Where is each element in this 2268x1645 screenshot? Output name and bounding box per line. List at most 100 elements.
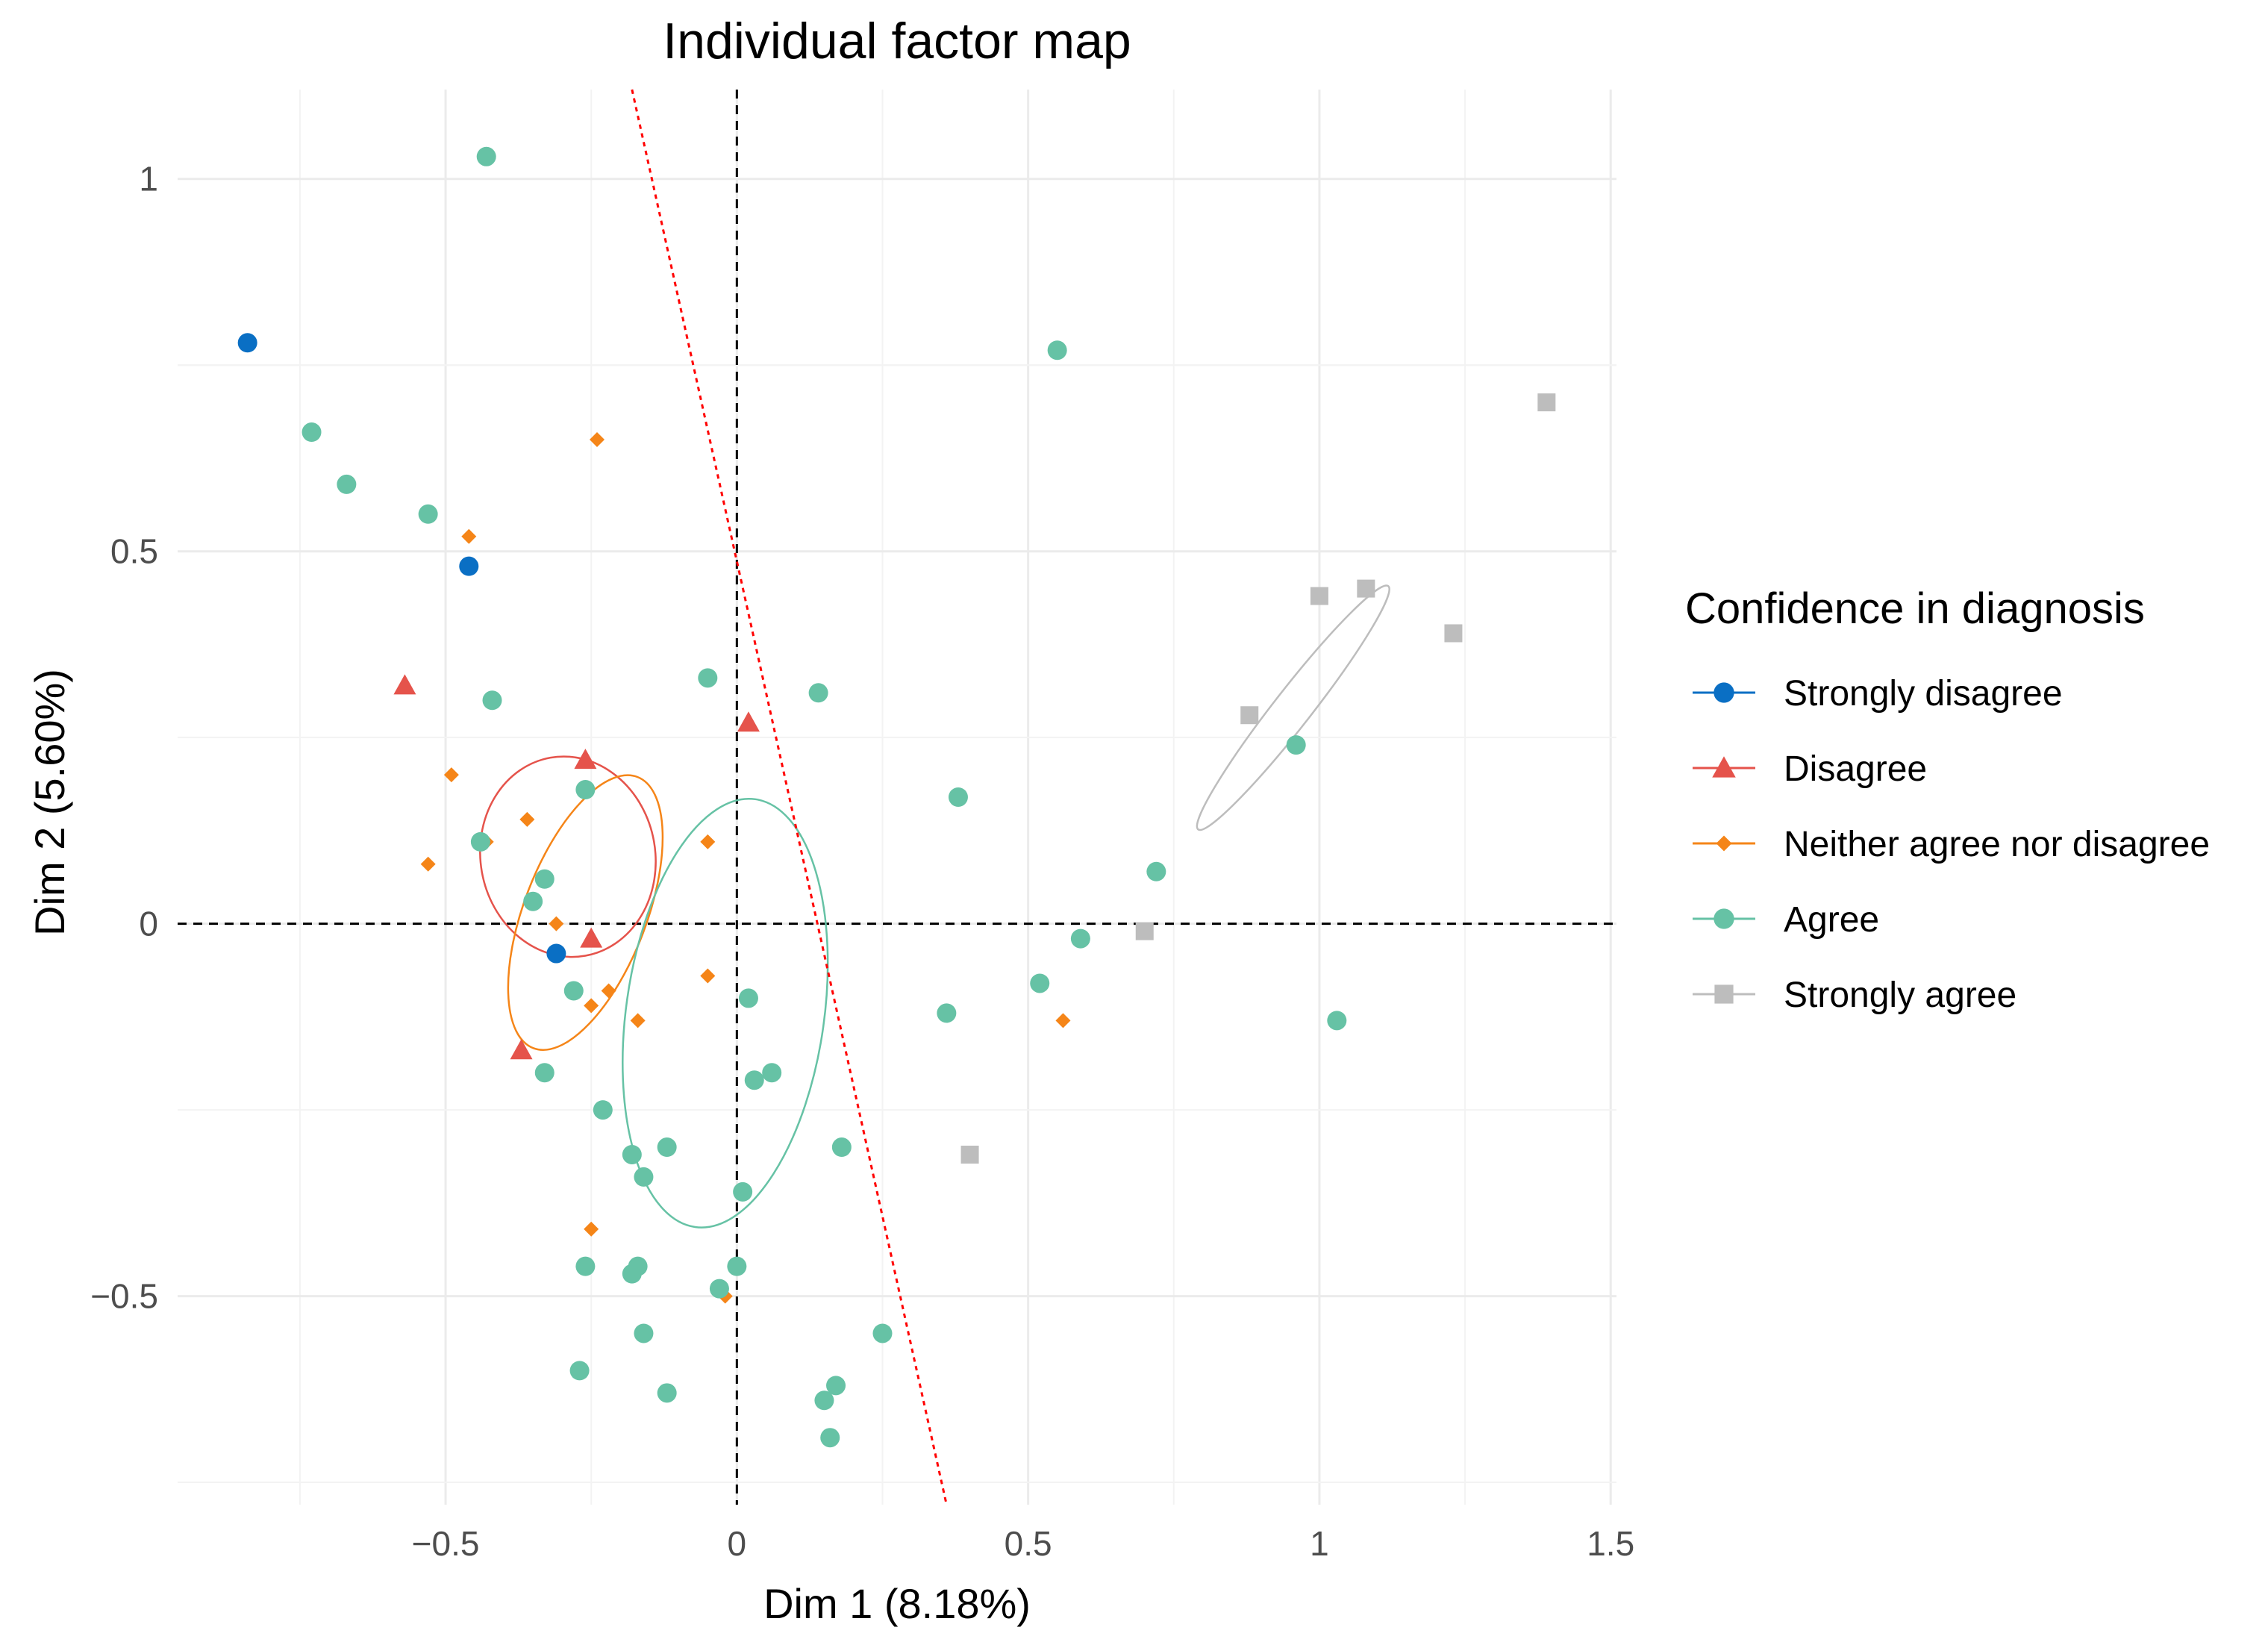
agree-point (569, 1361, 590, 1381)
strongly-agree-point (1135, 922, 1154, 940)
strongly-disagree-point (546, 943, 566, 964)
neither-agree-nor-disagree-ellipse (507, 774, 664, 1051)
legend: Confidence in diagnosis Strongly disagre… (1685, 584, 2210, 1015)
strongly-agree-point (1310, 587, 1328, 605)
agree-point (820, 1428, 840, 1448)
legend-key-marker (1714, 908, 1734, 929)
agree-point (1327, 1011, 1347, 1031)
x-axis-label: Dim 1 (8.18%) (763, 1580, 1031, 1627)
agree-point (534, 1063, 554, 1083)
x-tick-label: 1 (1310, 1524, 1329, 1563)
y-axis-label: Dim 2 (5.60%) (26, 669, 73, 936)
agree-point (727, 1256, 747, 1276)
red-separator-line (631, 89, 948, 1505)
neither-agree-nor-disagree-point (549, 916, 564, 931)
agree-point (657, 1383, 677, 1403)
legend-key-marker (1712, 756, 1736, 778)
x-tick-label: 0 (728, 1524, 747, 1563)
legend-title: Confidence in diagnosis (1685, 584, 2145, 633)
strongly-agree-point (960, 1145, 979, 1164)
disagree-point (574, 749, 597, 770)
neither-agree-nor-disagree-point (584, 1221, 599, 1237)
y-tick-label: 0 (139, 905, 158, 943)
grid (178, 90, 1616, 1505)
agree-point (948, 787, 968, 807)
agree-point (1070, 928, 1090, 949)
legend-key-marker (1714, 984, 1734, 1004)
neither-agree-nor-disagree-point (601, 983, 616, 999)
agree-point (744, 1070, 764, 1090)
agree-point (1146, 861, 1166, 881)
agree-point (937, 1003, 957, 1023)
agree-point (634, 1323, 654, 1343)
agree-point (709, 1279, 729, 1299)
neither-agree-nor-disagree-point (519, 811, 535, 827)
chart-title: Individual factor map (663, 13, 1131, 69)
agree-point (1030, 973, 1050, 993)
agree-point (523, 891, 543, 911)
legend-key-marker (1716, 835, 1732, 852)
legend-label: Disagree (1784, 749, 1927, 789)
legend-label: Strongly agree (1784, 976, 2016, 1015)
legend-item-strongly-agree: Strongly agree (1693, 976, 2016, 1015)
neither-agree-nor-disagree-point (630, 1013, 646, 1028)
agree-point (733, 1182, 753, 1202)
agree-point (593, 1100, 613, 1120)
x-tick-label: 1.5 (1587, 1524, 1634, 1563)
agree-point (575, 1256, 596, 1276)
agree-point (302, 422, 322, 443)
legend-item-agree: Agree (1693, 900, 1879, 940)
agree-point (476, 146, 496, 166)
disagree-point (393, 674, 416, 695)
agree-point (762, 1063, 782, 1083)
strongly-agree-point (1240, 706, 1259, 725)
legend-item-strongly-disagree: Strongly disagree (1693, 674, 2063, 714)
agree-point (622, 1144, 642, 1164)
agree-point (698, 668, 718, 688)
x-axis-ticks: −0.5 0 0.5 1 1.5 (412, 1524, 1635, 1563)
legend-key-marker (1714, 682, 1734, 703)
strongly-agree-point (1357, 579, 1375, 598)
confidence-ellipses (479, 584, 1390, 1229)
legend-label: Strongly disagree (1784, 674, 2063, 714)
agree-point (470, 831, 490, 852)
legend-label: Neither agree nor disagree (1784, 825, 2210, 864)
agree-point (337, 474, 357, 494)
strongly-agree-point (1537, 393, 1556, 412)
agree-point (808, 683, 828, 703)
agree-point (563, 981, 584, 1001)
neither-agree-nor-disagree-point (584, 998, 599, 1014)
neither-agree-nor-disagree-point (461, 528, 477, 544)
y-axis-ticks: −0.5 0 0.5 1 (90, 160, 158, 1316)
disagree-point (510, 1039, 533, 1060)
y-tick-label: 1 (139, 160, 158, 199)
legend-items: Strongly disagree Disagree Neither agree n… (1693, 674, 2210, 1015)
legend-item-disagree: Disagree (1693, 749, 1927, 789)
neither-agree-nor-disagree-point (700, 834, 716, 849)
agree-point (657, 1137, 677, 1158)
agree-point (575, 780, 596, 800)
agree-point (418, 504, 438, 524)
legend-item-neither-agree-nor-disagree: Neither agree nor disagree (1693, 825, 2210, 864)
neither-agree-nor-disagree-point (590, 432, 605, 448)
data-points (237, 146, 1556, 1448)
neither-agree-nor-disagree-point (1055, 1013, 1071, 1028)
agree-point (482, 690, 502, 711)
strongly-agree-ellipse (1196, 584, 1390, 831)
neither-agree-nor-disagree-point (700, 968, 716, 984)
disagree-ellipse (479, 755, 657, 958)
x-tick-label: −0.5 (412, 1524, 480, 1563)
disagree-point (580, 927, 603, 948)
y-tick-label: −0.5 (90, 1277, 158, 1316)
agree-point (826, 1376, 846, 1396)
separator-line (631, 89, 948, 1505)
neither-agree-nor-disagree-point (420, 856, 436, 872)
agree-point (1286, 735, 1306, 755)
strongly-disagree-point (237, 333, 257, 353)
strongly-disagree-point (459, 556, 479, 576)
x-tick-label: 0.5 (1005, 1524, 1052, 1563)
agree-point (628, 1256, 648, 1276)
strongly-agree-point (1444, 624, 1463, 643)
agree-point (534, 869, 554, 889)
